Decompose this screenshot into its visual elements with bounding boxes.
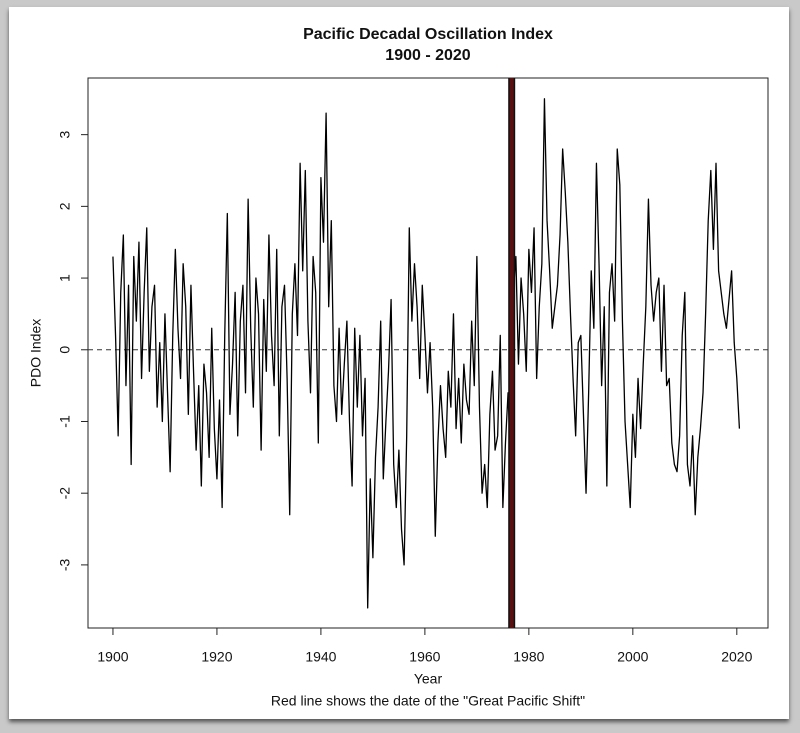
y-tick-label: -2: [57, 487, 73, 500]
pdo-line: [112, 98, 741, 609]
chart-subtitle: 1900 - 2020: [385, 47, 471, 64]
plot-frame: [87, 77, 769, 629]
y-axis-label: PDO Index: [28, 319, 44, 387]
y-tick-label: 1: [57, 274, 73, 282]
x-tick-label: 1900: [97, 649, 128, 665]
x-axis-label: Year: [414, 671, 443, 687]
x-tick-label: 1960: [409, 649, 440, 665]
x-tick-label: 1980: [513, 649, 544, 665]
x-tick-label: 1920: [201, 649, 232, 665]
x-tick-label: 2000: [617, 649, 648, 665]
y-tick-label: 2: [57, 202, 73, 210]
x-tick-label: 2020: [721, 649, 752, 665]
x-tick-label: 1940: [305, 649, 336, 665]
y-tick-label: -3: [57, 558, 73, 571]
caption: Red line shows the date of the "Great Pa…: [271, 693, 585, 709]
y-tick-label: 0: [57, 346, 73, 354]
y-tick-label: -1: [57, 415, 73, 428]
panel: [9, 7, 789, 719]
chart-title: Pacific Decadal Oscillation Index: [303, 26, 553, 43]
y-tick-label: 3: [57, 131, 73, 139]
